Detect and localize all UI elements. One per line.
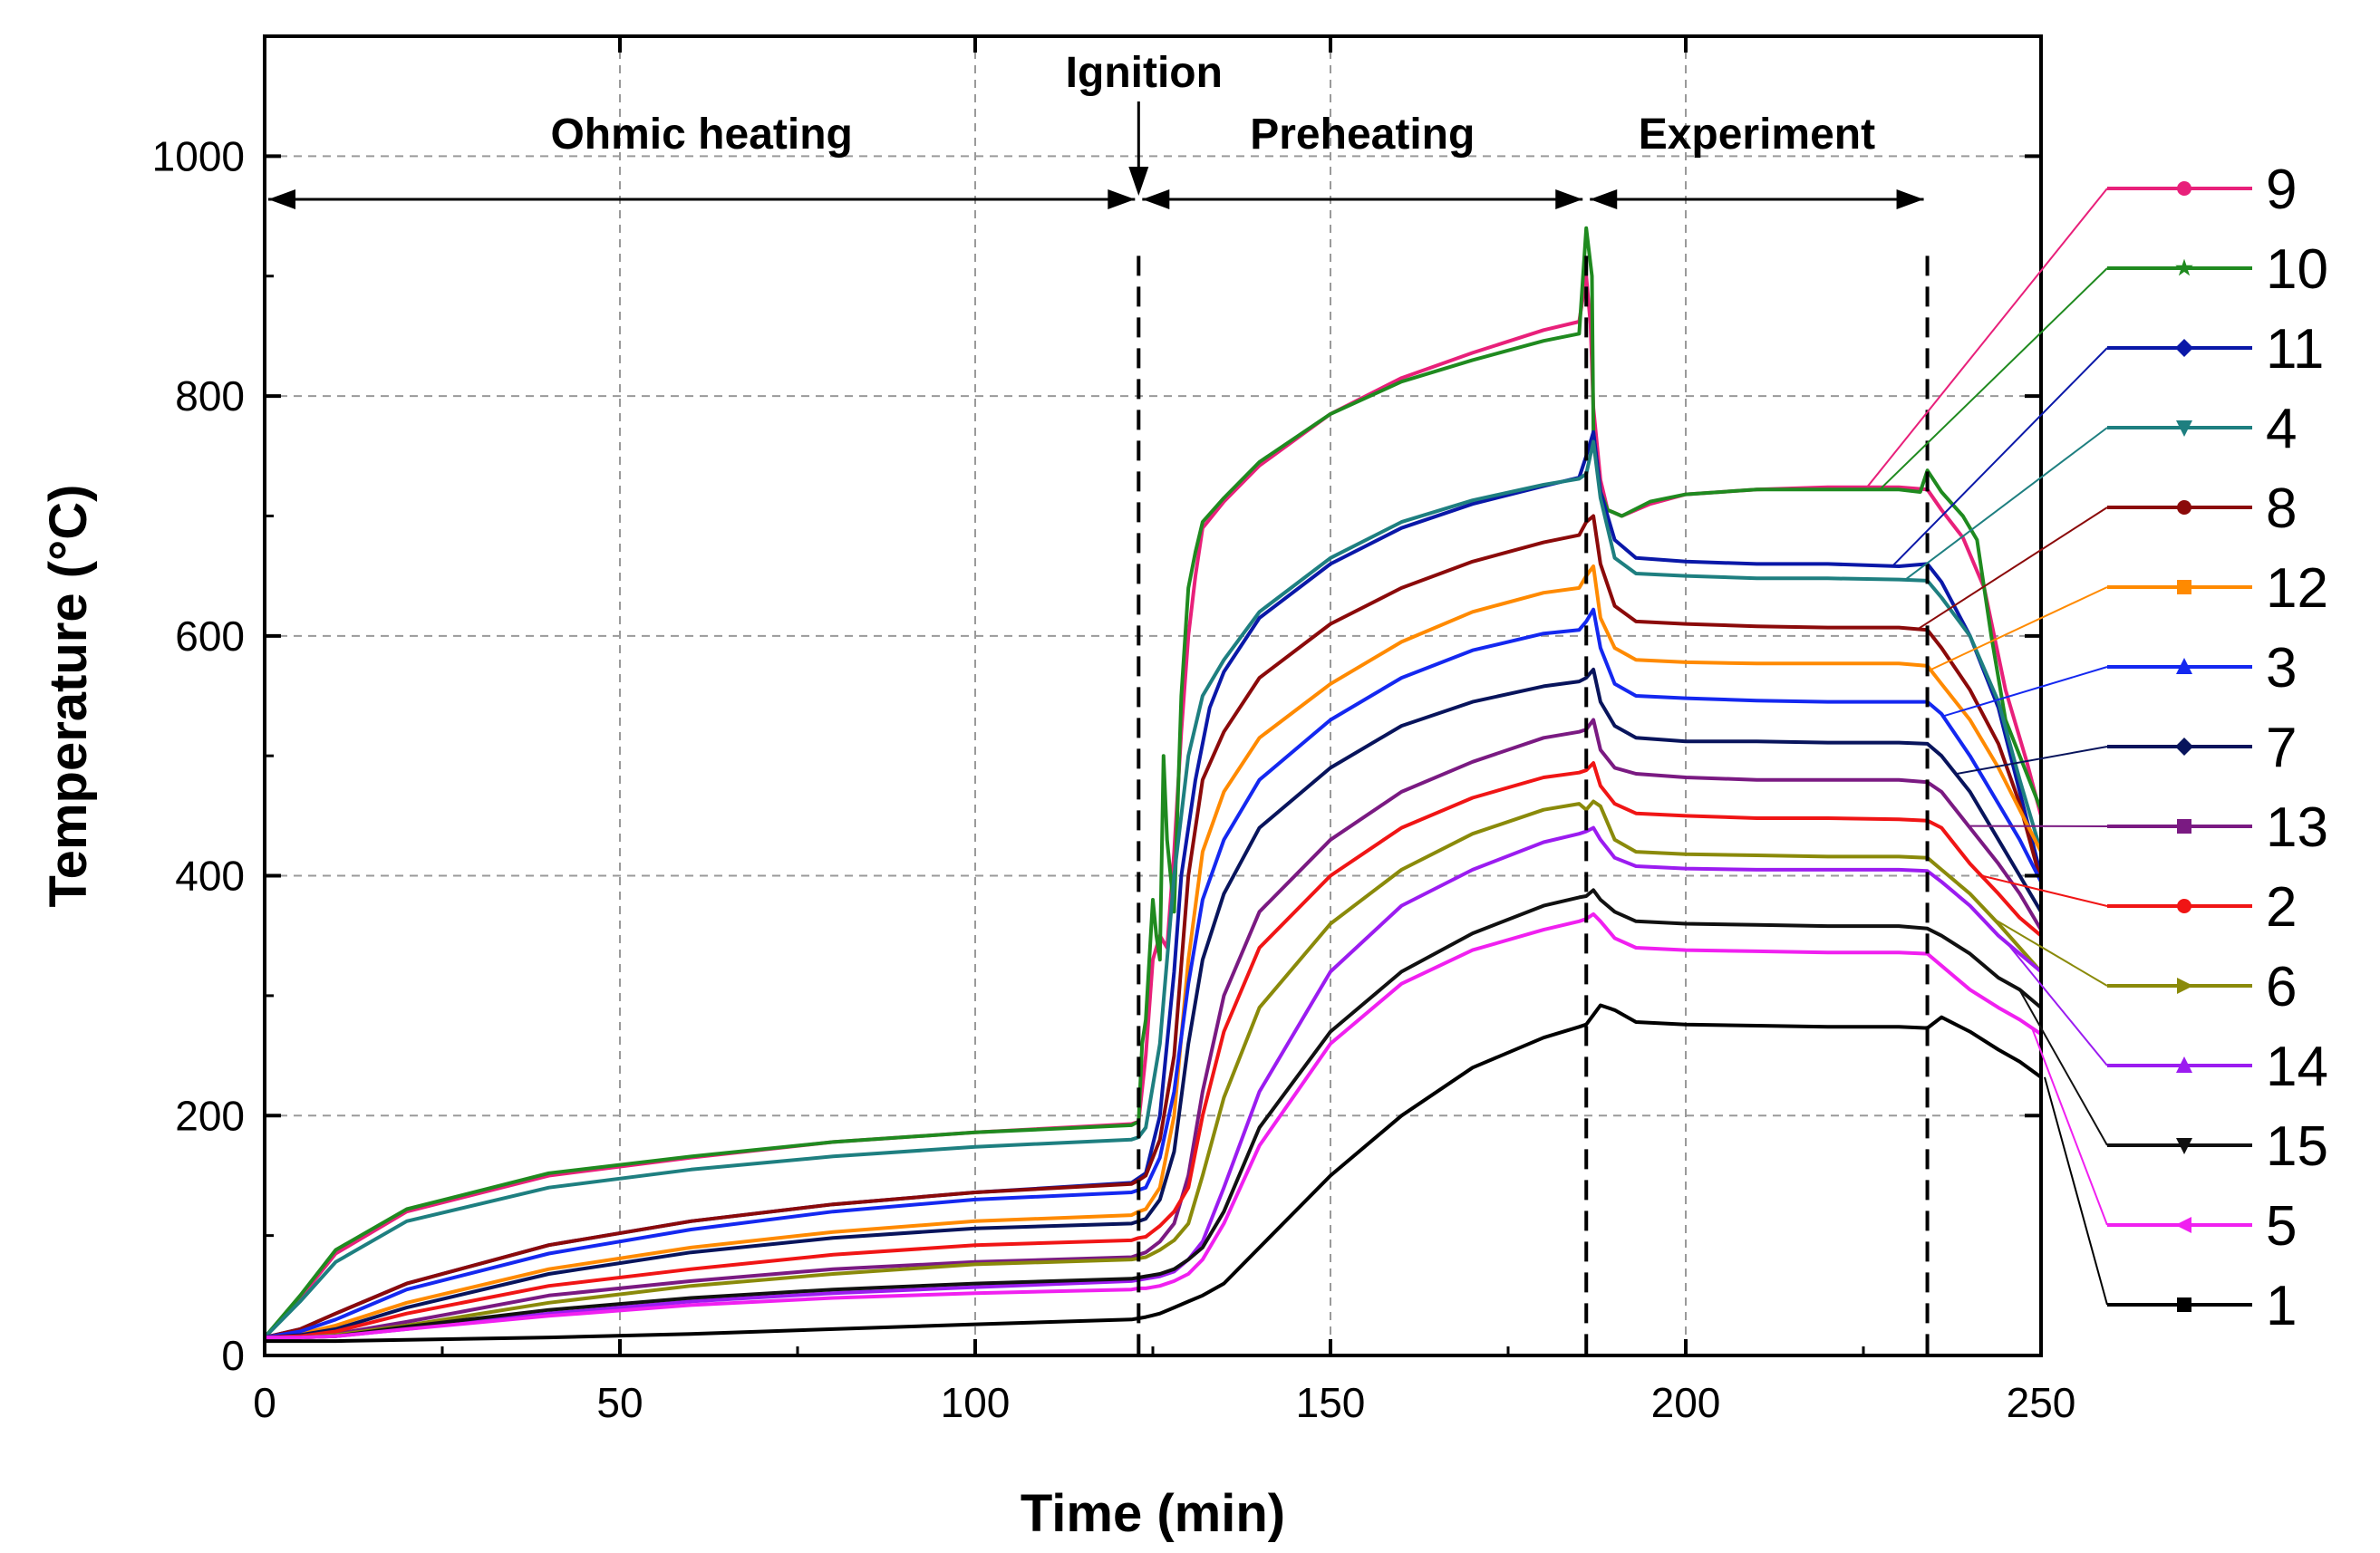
phase-arrow-right-preheating [1555,189,1583,209]
legend-marker-2 [2177,899,2191,913]
legend-label-11: 11 [2266,318,2324,381]
legend-marker-15 [2176,1138,2192,1154]
legend-label-6: 6 [2266,956,2297,1018]
legend-leader-11 [1891,347,2108,567]
legend-leader-9 [1866,188,2108,488]
y-tick-label: 1000 [152,132,245,179]
legend-label-4: 4 [2266,398,2297,460]
phase-arrow-left-ohmic-heating [268,189,295,209]
legend-leader-12 [1930,586,2108,671]
y-tick-label: 600 [175,613,245,660]
series-line-1 [265,1003,2043,1344]
legend-label-15: 15 [2266,1115,2328,1178]
series-line-14 [265,825,2043,1340]
legend-leader-10 [1879,267,2108,491]
legend-marker-11 [2175,339,2193,357]
x-tick-label: 50 [596,1379,643,1426]
phase-arrow-left-preheating [1142,189,1170,209]
series-group [263,226,2043,1344]
legend-leader-2 [1980,874,2108,907]
legend-label-5: 5 [2266,1195,2297,1258]
legend-marker-10 [2175,258,2193,276]
legend-label-10: 10 [2266,238,2328,301]
legend-leader-4 [1904,427,2108,581]
legend-marker-3 [2176,658,2192,674]
legend-leader-14 [2006,941,2108,1066]
legend-marker-7 [2175,738,2193,756]
series-line-10 [263,226,2043,1339]
series-line-12 [264,564,2043,1340]
phase-label-experiment: Experiment [1639,111,1875,159]
legend-marker-12 [2177,580,2191,594]
x-tick-label: 250 [2007,1379,2076,1426]
legend-marker-4 [2176,420,2192,437]
x-tick-label: 150 [1296,1379,1366,1426]
legend-leader-8 [1917,506,2108,631]
legend-marker-6 [2177,978,2193,994]
x-tick-label: 100 [941,1379,1011,1426]
phase-arrow-right-experiment [1896,189,1924,209]
phase-label-preheating: Preheating [1250,111,1475,159]
x-axis-title: Time (min) [1021,1484,1285,1543]
legend-leader-3 [1942,666,2108,718]
legend-leader-6 [1993,918,2108,987]
x-tick-label: 0 [253,1379,276,1426]
axis-ticks: 0 50 100 150 200 250 0 200 400 600 800 1000 [152,36,2076,1426]
legend-marker-9 [2177,181,2191,196]
series-line-8 [264,514,2043,1340]
y-tick-label: 200 [175,1092,245,1139]
x-tick-label: 200 [1651,1379,1721,1426]
legend-label-8: 8 [2266,477,2297,540]
legend-marker-5 [2175,1217,2191,1233]
y-axis-title: Temperature (°C) [39,485,98,908]
legend-label-7: 7 [2266,717,2297,779]
series-line-2 [264,761,2043,1340]
legend-marker-14 [2176,1056,2192,1073]
legend-leader-5 [2031,1027,2108,1226]
legend-label-3: 3 [2266,637,2297,699]
y-tick-label: 800 [175,372,245,420]
series-line-5 [265,912,2043,1340]
legend-label-12: 12 [2266,557,2328,620]
grid [265,36,2041,1355]
series-line-6 [265,799,2043,1340]
legend-leader-1 [2044,1076,2108,1306]
series-line-15 [265,888,2043,1340]
series-line-4 [263,439,2043,1339]
legend-label-1: 1 [2266,1275,2297,1337]
legend-marker-13 [2177,819,2191,834]
y-tick-label: 400 [175,853,245,900]
phase-annotations: Ohmic heating Preheating Experiment Ignitio… [268,49,1930,1355]
legend-leader-15 [2018,989,2108,1146]
series-line-3 [264,607,2043,1340]
y-tick-label: 0 [221,1332,245,1379]
phase-arrow-right-ohmic-heating [1108,189,1136,209]
legend-label-2: 2 [2266,876,2297,939]
legend-marker-8 [2177,500,2191,515]
phase-arrow-left-experiment [1590,189,1618,209]
legend-marker-1 [2177,1297,2191,1312]
legend-leader-7 [1955,746,2108,776]
phase-label-ohmic-heating: Ohmic heating [550,111,852,159]
legend-label-9: 9 [2266,159,2297,221]
series-line-7 [264,667,2043,1340]
ignition-label: Ignition [1066,49,1223,97]
legend: 9 10 11 4 8 12 3 7 13 2 6 14 15 5 1 [1866,159,2328,1337]
legend-label-14: 14 [2266,1036,2328,1098]
legend-label-13: 13 [2266,796,2328,859]
series-line-13 [264,718,2043,1340]
ignition-arrow-head [1128,167,1149,196]
